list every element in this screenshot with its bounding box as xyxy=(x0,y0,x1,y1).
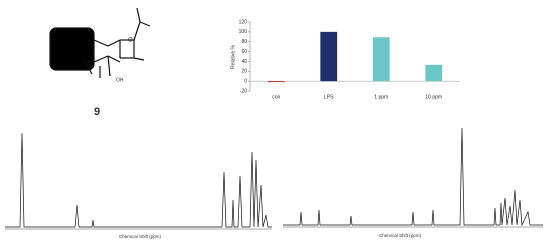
bar xyxy=(372,37,390,82)
y-tick-label: 80 xyxy=(241,39,247,45)
bar-chart: -20 0 20 40 60 80 100 120 con LPS 1 ppm 10 ppm xyxy=(239,19,460,100)
x-axis-title: Chemical Shift (ppm) xyxy=(119,234,162,239)
spectrum-13c xyxy=(283,127,543,228)
x-tick-label: 10 ppm xyxy=(425,94,442,100)
spectrum-1h xyxy=(5,132,272,230)
y-axis-title: Relative % xyxy=(230,45,236,69)
y-tick-label: 0 xyxy=(244,78,247,84)
x-tick-label: 1 ppm xyxy=(374,94,388,100)
y-tick-label: 40 xyxy=(241,59,247,65)
structure xyxy=(49,7,151,78)
x-axis-title: Chemical Shift (ppm) xyxy=(379,233,422,238)
bar xyxy=(320,31,338,82)
x-tick-label: con xyxy=(272,94,280,100)
bar xyxy=(267,81,285,83)
y-tick-label: 20 xyxy=(241,69,247,75)
y-tick-label: 100 xyxy=(239,29,248,35)
atom-label: OH xyxy=(116,77,124,83)
y-tick-label: -20 xyxy=(240,88,247,94)
bar xyxy=(425,64,443,82)
atom-label: O xyxy=(128,38,133,44)
x-tick-label: LPS xyxy=(324,94,334,100)
y-tick-label: 60 xyxy=(241,49,247,55)
compound-label: 9 xyxy=(94,106,100,118)
y-tick-label: 120 xyxy=(239,19,248,25)
